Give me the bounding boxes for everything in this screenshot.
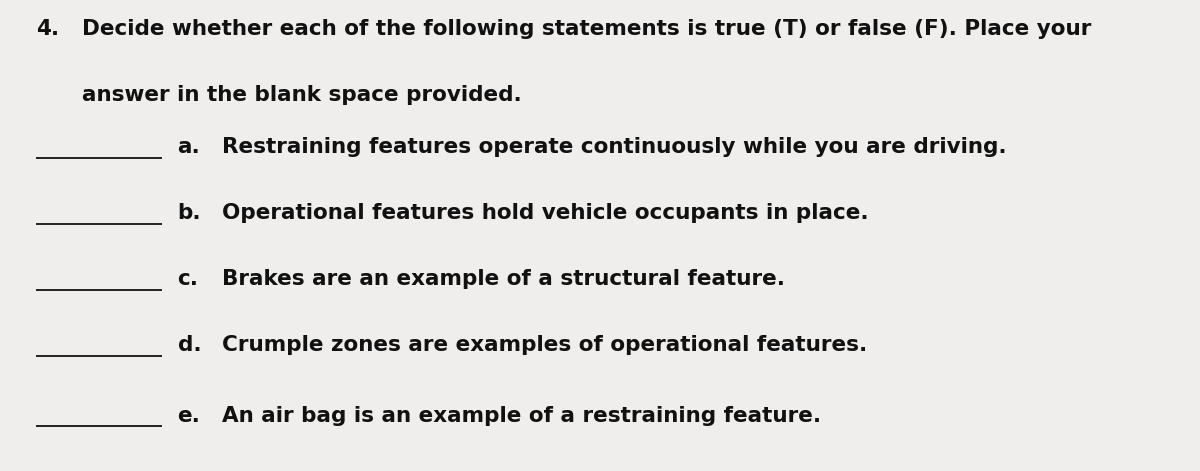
Text: a.: a. <box>178 137 200 157</box>
Text: An air bag is an example of a restraining feature.: An air bag is an example of a restrainin… <box>222 406 821 425</box>
Text: Decide whether each of the following statements is true (T) or false (F). Place : Decide whether each of the following sta… <box>82 19 1091 39</box>
Text: Crumple zones are examples of operational features.: Crumple zones are examples of operationa… <box>222 335 868 355</box>
Text: Restraining features operate continuously while you are driving.: Restraining features operate continuousl… <box>222 137 1007 157</box>
Text: c.: c. <box>178 269 199 289</box>
Text: 4.: 4. <box>36 19 59 39</box>
Text: b.: b. <box>178 203 202 223</box>
Text: Brakes are an example of a structural feature.: Brakes are an example of a structural fe… <box>222 269 785 289</box>
Text: d.: d. <box>178 335 202 355</box>
Text: e.: e. <box>178 406 200 425</box>
Text: answer in the blank space provided.: answer in the blank space provided. <box>82 85 521 105</box>
Text: Operational features hold vehicle occupants in place.: Operational features hold vehicle occupa… <box>222 203 869 223</box>
